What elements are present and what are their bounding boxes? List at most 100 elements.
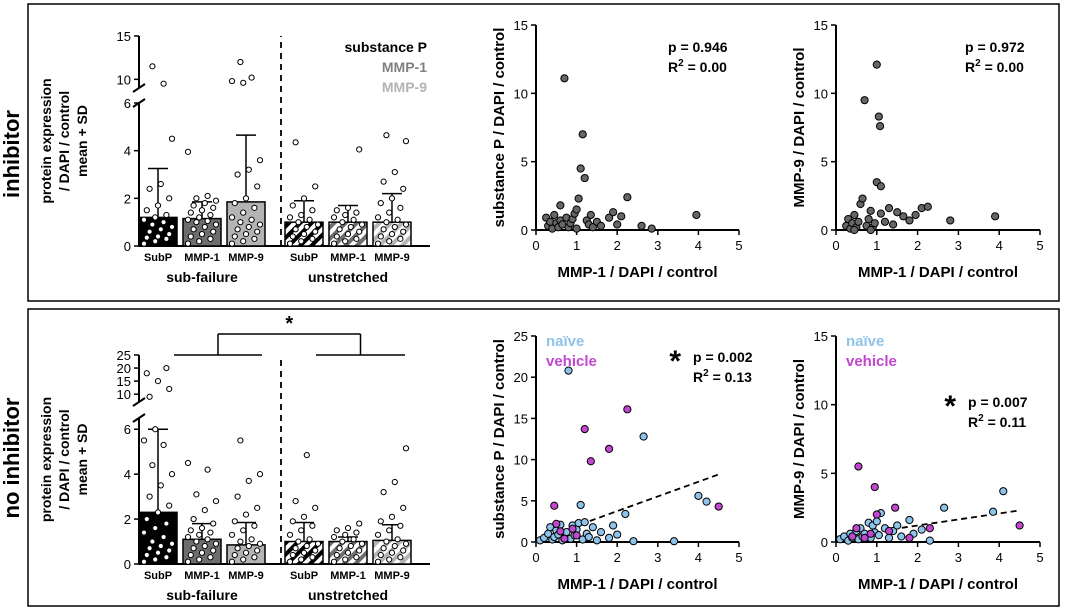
inhibitor-bar-data-point (298, 238, 305, 245)
inhibitor-bar-data-point (342, 211, 349, 219)
noinhib-bar-data-point (397, 522, 404, 529)
inhibitor-bar-data-point (251, 235, 258, 242)
inhibitor-bar-data-point (166, 195, 173, 202)
inhibitor-subp-x-tick-label: 0 (532, 238, 539, 253)
noinhib-bar-data-point (146, 493, 153, 500)
noinhib-bar-data-point (251, 554, 258, 561)
inhibitor-bar-data-point (248, 74, 255, 81)
noinhib-bar-data-point (152, 426, 159, 433)
inhibitor-bar-data-point (400, 228, 407, 235)
inhibitor-mmp9-data-point (854, 217, 863, 226)
noinhib-bar-data-point (184, 558, 192, 565)
inhibitor-bar-data-point (193, 195, 200, 202)
noinhib-bar-y-tick-label: 6 (124, 422, 131, 437)
noinhib-bar-data-point (196, 556, 203, 563)
noinhib-subp-naive-point (694, 491, 703, 500)
inhibitor-bar-category-label: MMP-1 (184, 252, 219, 264)
inhibitor-bar-data-point (184, 240, 192, 247)
noinhib-bar-data-point (163, 520, 170, 527)
noinhib-bar-data-point (356, 520, 363, 527)
inhibitor-subp-data-point (609, 208, 618, 217)
noinhib-bar-data-point (298, 556, 305, 563)
inhibitor-bar-data-point (184, 148, 192, 155)
inhibitor-bar-group-label: sub-failure (166, 269, 238, 285)
noinhib-mmp9-vehicle-point (852, 524, 861, 533)
inhibitor-bar-data-point (312, 183, 319, 190)
noinhib-bar-data-point (228, 558, 236, 565)
inhibitor-bar-data-point (149, 63, 156, 70)
inhibitor-mmp9-data-point (872, 60, 881, 69)
noinhib-subp-significance-star: * (669, 345, 681, 378)
inhibitor-bar-data-point (242, 195, 250, 202)
noinhib-bar-data-point (400, 547, 407, 554)
inhibitor-bar-data-point (201, 223, 208, 231)
noinhib-subp-x-tick-label: 3 (654, 550, 661, 565)
noinhib-bar-data-point (303, 451, 310, 459)
inhibitor-panel-frame (27, 3, 1060, 302)
noinhib-mmp9-naive-point (884, 533, 894, 542)
noinhib-bar-data-point (143, 370, 150, 377)
inhibitor-mmp9-data-point (876, 209, 885, 218)
inhibitor-subp-data-point (617, 212, 626, 221)
noinhib-subp-naive-point (584, 532, 593, 542)
noinhib-bar-data-point (160, 441, 167, 449)
noinhib-subp-r-value: = 0.13 (709, 369, 752, 385)
inhibitor-bar-data-point (212, 221, 220, 228)
noinhib-bar-data-point (154, 549, 162, 556)
noinhib-subp-vehicle-point (552, 519, 561, 528)
inhibitor-mmp9-data-point (923, 202, 932, 211)
inhibitor-mmp9-x-tick-label: 1 (873, 238, 880, 253)
noinhib-mmp9-significance-star: * (944, 390, 956, 423)
noinhib-bar-data-point (166, 502, 173, 509)
inhibitor-mmp9-y-axis-label: MMP-9 / DAPI / control (791, 47, 808, 207)
inhibitor-subp-data-point (637, 221, 646, 230)
inhibitor-bar-data-point (228, 214, 236, 221)
inhibitor-bar-data-point (397, 235, 404, 242)
inhibitor-bar-data-point (286, 240, 294, 247)
noinhib-bar-data-point (166, 547, 173, 554)
inhibitor-subp-y-tick-label: 0 (521, 223, 528, 238)
inhibitor-mmp9-data-point (991, 212, 1000, 221)
inhibitor-mmp9-data-point (866, 225, 875, 235)
inhibitor-subp-r-letter: R (668, 59, 678, 75)
inhibitor-bar-chart: 0 2 4 6 10 15 protein expression / DAPI / contr… (38, 29, 430, 285)
noinhib-mmp9-naive-point (893, 521, 902, 530)
inhibitor-bar-data-point (377, 200, 384, 207)
inhibitor-mmp9-data-point (899, 212, 908, 221)
noinhib-bar-data-point (207, 529, 214, 536)
inhibitor-bar-data-point (256, 157, 264, 164)
inhibitor-bar-data-point (212, 197, 220, 204)
noinhib-bar-data-point (309, 522, 316, 529)
noinhib-bar-data-point (196, 531, 203, 538)
noinhib-bar-y-tick-label: 4 (124, 467, 131, 482)
noinhib-bar-group-label: sub-failure (166, 587, 238, 603)
inhibitor-bar-data-point (330, 240, 338, 247)
inhibitor-bar-data-point (143, 207, 150, 214)
inhibitor-subp-x-tick-label: 3 (654, 238, 661, 253)
inhibitor-bar-data-point (254, 183, 261, 190)
inhibitor-bar-data-point (383, 219, 390, 226)
inhibitor-bar-data-point (251, 204, 258, 211)
inhibitor-bar-data-point (344, 204, 352, 211)
noinhib-bar-data-point (342, 531, 349, 538)
inhibitor-bar-y-tick-label: 2 (124, 191, 131, 206)
inhibitor-mmp9-data-point (911, 210, 920, 220)
noinhib-mmp9-r-squared: R2 = 0.11 (968, 413, 1026, 430)
inhibitor-bar-y-tick-label: 15 (117, 29, 131, 44)
inhibitor-subp-data-point (647, 224, 656, 233)
noinhib-bar-data-point (198, 524, 206, 532)
noinhib-bar-data-point (190, 515, 197, 523)
noinhib-subp-y-tick-label: 15 (514, 411, 528, 426)
inhibitor-bar-category-label: MMP-9 (374, 252, 409, 264)
noinhib-bar-data-point (201, 542, 208, 550)
inhibitor-mmp9-data-point (946, 216, 955, 225)
noinhib-bar-data-point (210, 520, 217, 527)
noinhib-bar-data-point (388, 549, 396, 556)
noinhib-subp-r-letter: R (693, 369, 703, 385)
inhibitor-bar-data-point (163, 211, 170, 219)
noinhib-mmp9-naive-point (897, 532, 906, 541)
noinhib-bar-data-point (228, 531, 236, 538)
inhibitor-bar-data-point (314, 221, 322, 228)
noinhib-bar-y-axis-label: mean + SD (74, 424, 90, 496)
